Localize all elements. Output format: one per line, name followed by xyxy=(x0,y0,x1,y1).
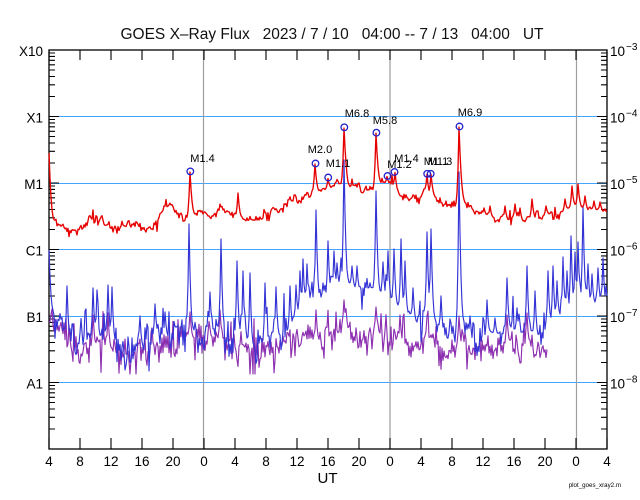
svg-text:16: 16 xyxy=(320,454,335,469)
svg-text:4: 4 xyxy=(603,454,611,469)
svg-text:16: 16 xyxy=(134,454,149,469)
svg-text:10: 10 xyxy=(610,111,625,126)
svg-text:GOES X–Ray Flux 2023 / 7 / 1: GOES X–Ray Flux 2023 / 7 / 10 04:00 -- 7… xyxy=(120,26,544,43)
svg-text:M6.9: M6.9 xyxy=(458,107,482,119)
svg-text:−7: −7 xyxy=(626,308,638,319)
svg-text:M1.4: M1.4 xyxy=(394,153,418,165)
svg-text:20: 20 xyxy=(165,454,180,469)
svg-text:10: 10 xyxy=(610,44,625,59)
svg-text:−5: −5 xyxy=(626,175,638,186)
svg-text:X1: X1 xyxy=(26,111,43,126)
svg-text:16: 16 xyxy=(506,454,521,469)
svg-text:M1.1: M1.1 xyxy=(424,156,448,168)
svg-text:20: 20 xyxy=(537,454,552,469)
svg-text:B1: B1 xyxy=(26,310,43,325)
svg-text:0: 0 xyxy=(200,454,208,469)
svg-text:12: 12 xyxy=(289,454,304,469)
svg-text:M1: M1 xyxy=(24,177,43,192)
svg-text:M5.8: M5.8 xyxy=(373,115,397,127)
svg-text:M1.3: M1.3 xyxy=(428,156,452,168)
svg-text:12: 12 xyxy=(103,454,118,469)
svg-text:M2.0: M2.0 xyxy=(308,144,332,156)
svg-text:10: 10 xyxy=(610,177,625,192)
svg-text:C1: C1 xyxy=(26,244,43,259)
svg-text:−8: −8 xyxy=(626,375,638,386)
svg-text:UT: UT xyxy=(318,470,338,487)
svg-text:4: 4 xyxy=(231,454,239,469)
svg-text:−6: −6 xyxy=(626,242,638,253)
svg-text:20: 20 xyxy=(351,454,366,469)
svg-text:10: 10 xyxy=(610,310,625,325)
svg-text:8: 8 xyxy=(448,454,456,469)
svg-text:4: 4 xyxy=(417,454,425,469)
svg-text:8: 8 xyxy=(76,454,84,469)
svg-text:M1.1: M1.1 xyxy=(326,158,350,170)
svg-text:10: 10 xyxy=(610,244,625,259)
svg-text:M6.8: M6.8 xyxy=(345,108,369,120)
svg-text:4: 4 xyxy=(45,454,53,469)
svg-text:12: 12 xyxy=(475,454,490,469)
svg-text:plot_goes_xray2.m: plot_goes_xray2.m xyxy=(569,482,621,489)
svg-text:10: 10 xyxy=(610,377,625,392)
svg-text:M1.4: M1.4 xyxy=(190,153,214,165)
svg-text:8: 8 xyxy=(262,454,270,469)
svg-text:0: 0 xyxy=(386,454,394,469)
svg-text:0: 0 xyxy=(572,454,580,469)
svg-text:−4: −4 xyxy=(626,109,638,120)
svg-text:A1: A1 xyxy=(26,377,43,392)
svg-text:X10: X10 xyxy=(19,44,43,59)
svg-text:M1.2: M1.2 xyxy=(387,159,411,171)
svg-text:−3: −3 xyxy=(626,42,638,53)
